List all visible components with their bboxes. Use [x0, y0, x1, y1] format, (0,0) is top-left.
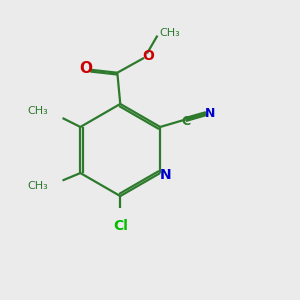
Text: O: O [142, 50, 154, 63]
Text: Cl: Cl [113, 219, 128, 233]
Text: N: N [159, 167, 171, 182]
Text: C: C [181, 115, 190, 128]
Text: CH₃: CH₃ [27, 106, 48, 116]
Text: CH₃: CH₃ [27, 182, 48, 191]
Text: CH₃: CH₃ [159, 28, 180, 38]
Text: O: O [80, 61, 93, 76]
Text: N: N [205, 107, 215, 120]
